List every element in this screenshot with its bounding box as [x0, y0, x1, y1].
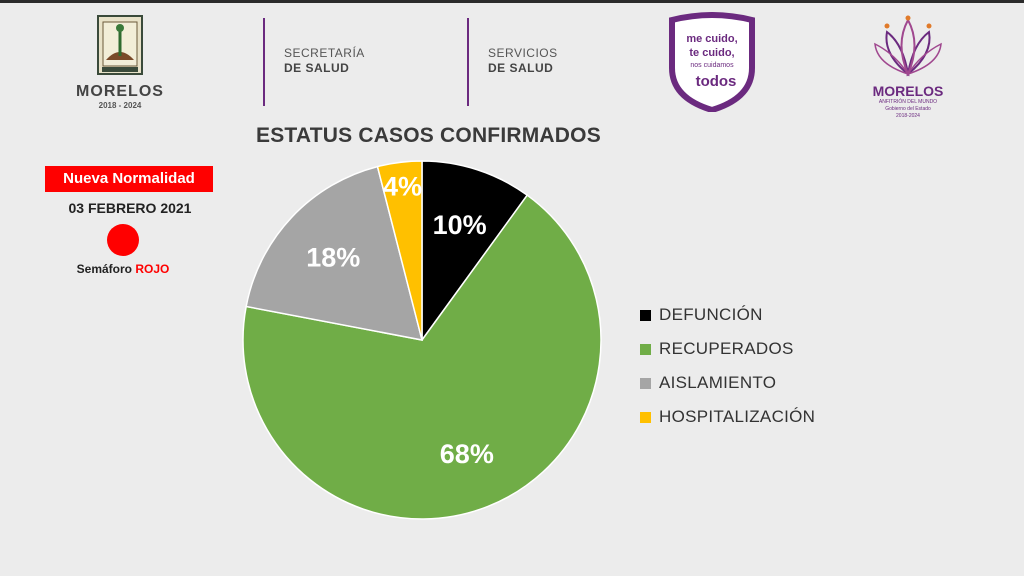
pie-slice-recuperados: [242, 194, 602, 520]
campaign-line4: todos: [696, 73, 737, 90]
legend-swatch: [640, 309, 651, 321]
data-label-aislamiento: 18%: [306, 243, 360, 273]
lotus-flower-icon: [874, 15, 942, 77]
campaign-line3: nos cuidamos: [690, 62, 734, 69]
gov-years: 2018-2024: [896, 113, 920, 119]
legend-swatch: [640, 411, 651, 423]
gov-logo-name: MORELOS: [872, 83, 944, 99]
chart-legend: DEFUNCIÓN RECUPERADOS AISLAMIENTO HOSPITALI…: [640, 298, 815, 434]
legend-swatch: [640, 377, 651, 389]
legend-item: DEFUNCIÓN: [640, 298, 815, 332]
chart-title: ESTATUS CASOS CONFIRMADOS: [256, 124, 601, 147]
nueva-normalidad-badge: Nueva Normalidad: [45, 166, 213, 192]
separator: [467, 18, 469, 106]
legend-label: AISLAMIENTO: [659, 373, 777, 392]
header: MORELOS 2018 - 2024 SECRETARÍA DE SALUD …: [0, 0, 1024, 120]
morelos-seal-icon: [97, 15, 143, 75]
campaign-badge: me cuido, te cuido, nos cuidamos todos: [669, 12, 755, 112]
morelos-logo: MORELOS 2018 - 2024: [72, 14, 168, 110]
legend-label: HOSPITALIZACIÓN: [659, 407, 816, 426]
gobierno-logo: MORELOS ANFITRIÓN DEL MUNDO Gobierno del…: [868, 14, 948, 120]
legend-item: RECUPERADOS: [640, 332, 815, 366]
data-label-defunción: 10%: [433, 210, 487, 240]
legend-item: HOSPITALIZACIÓN: [640, 400, 815, 434]
separator: [263, 18, 265, 106]
report-date: 03 FEBRERO 2021: [68, 200, 192, 216]
data-label-hospitalización: 4%: [383, 171, 422, 201]
dept-secretaria: SECRETARÍA DE SALUD: [284, 46, 365, 76]
traffic-light-red-icon: [107, 224, 139, 256]
legend-label: DEFUNCIÓN: [659, 305, 763, 324]
legend-item: AISLAMIENTO: [640, 366, 815, 400]
gov-tagline: ANFITRIÓN DEL MUNDO: [878, 99, 938, 105]
semaforo-label: Semáforo: [76, 262, 132, 276]
dept-line1: SERVICIOS: [488, 46, 558, 60]
data-label-recuperados: 68%: [440, 439, 494, 469]
semaforo-status: Semáforo ROJO: [40, 262, 206, 276]
legend-swatch: [640, 343, 651, 355]
top-border: [0, 0, 1024, 3]
dept-line1: SECRETARÍA: [284, 46, 365, 60]
pie-slice-defunción: [421, 160, 529, 343]
legend-label: RECUPERADOS: [659, 339, 794, 358]
dept-line2: DE SALUD: [284, 61, 350, 75]
campaign-line1: me cuido,: [686, 33, 737, 45]
logo-name: MORELOS: [76, 83, 164, 100]
pie-slice-hospitalización: [376, 160, 423, 341]
pie-slice-aislamiento: [245, 165, 424, 341]
gov-label: Gobierno del Estado: [885, 106, 931, 112]
campaign-line2: te cuido,: [689, 47, 734, 59]
semaforo-value: ROJO: [135, 262, 170, 276]
dept-servicios: SERVICIOS DE SALUD: [488, 46, 558, 76]
dept-line2: DE SALUD: [488, 61, 554, 75]
logo-years: 2018 - 2024: [98, 101, 142, 110]
